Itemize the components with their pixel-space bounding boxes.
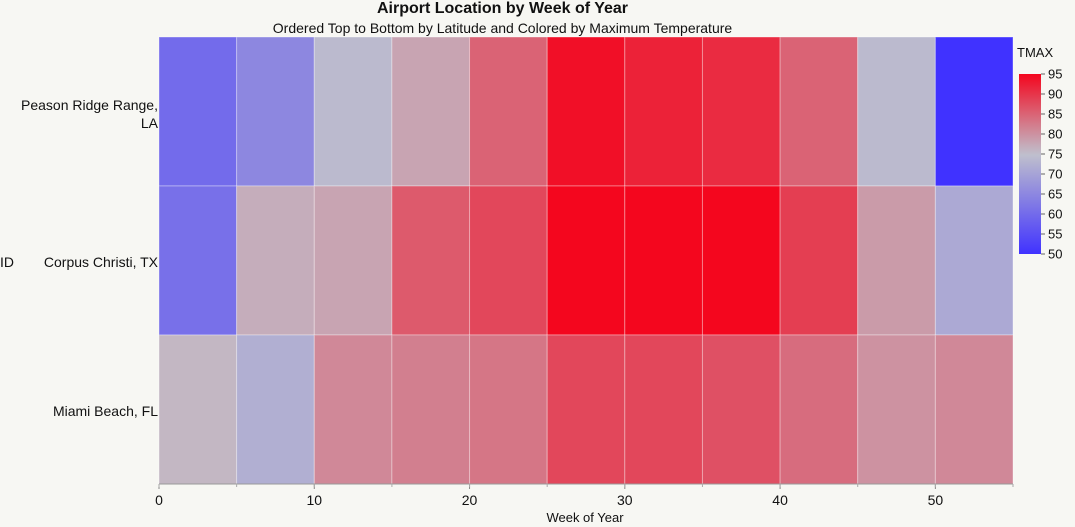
- heatmap-cell: [779, 185, 859, 336]
- legend-tick-label: 85: [1048, 106, 1063, 122]
- heatmap-cell: [546, 185, 626, 336]
- legend-tick-label: 70: [1048, 166, 1063, 182]
- heatmap-cell: [391, 185, 471, 336]
- row-label-corpus-christi: Corpus Christi, TX: [43, 254, 158, 270]
- heatmap-cell: [857, 185, 936, 336]
- x-tick-label: 0: [155, 492, 163, 508]
- x-tick-label: 50: [927, 492, 944, 508]
- heatmap-cell: [469, 185, 548, 336]
- heatmap-cell: [934, 36, 1014, 187]
- heatmap-cell: [236, 185, 315, 336]
- legend-color-bar: [1019, 74, 1041, 254]
- heatmap-cell: [313, 185, 393, 336]
- row-label-peason-ridge: Peason Ridge Range, LA: [21, 97, 158, 131]
- heatmap-cell: [391, 334, 471, 485]
- x-tick-label: 30: [617, 492, 633, 508]
- y-axis-label: ID: [0, 254, 14, 270]
- heatmap-cell: [779, 36, 859, 187]
- heatmap-cell: [313, 334, 393, 485]
- heatmap-cell: [158, 185, 238, 336]
- heatmap-cell: [391, 36, 471, 187]
- legend-tick-label: 95: [1048, 66, 1063, 82]
- heatmap-cell: [158, 36, 238, 187]
- heatmap-cell: [624, 334, 703, 485]
- legend-tick-label: 65: [1048, 186, 1063, 202]
- heatmap-cell: [934, 334, 1014, 485]
- heatmap-cell: [624, 36, 703, 187]
- legend-tick-label: 90: [1048, 86, 1063, 102]
- legend-title: TMAX: [1017, 45, 1054, 60]
- heatmap-cell: [779, 334, 859, 485]
- heatmap-cell: [624, 185, 703, 336]
- legend-tick-label: 55: [1048, 226, 1063, 242]
- x-tick-label: 40: [772, 492, 788, 508]
- heatmap-cell: [236, 334, 315, 485]
- legend-tick-label: 75: [1048, 146, 1063, 162]
- chart-title: Airport Location by Week of Year: [376, 0, 629, 17]
- heatmap-cell: [857, 36, 936, 187]
- x-axis-label: Week of Year: [546, 510, 624, 525]
- legend-tick-label: 60: [1048, 206, 1063, 222]
- legend-tick-label: 50: [1048, 246, 1063, 262]
- heatmap-cell: [701, 36, 781, 187]
- heatmap-cell: [934, 185, 1014, 336]
- chart-subtitle: Ordered Top to Bottom by Latitude and Co…: [272, 20, 733, 36]
- x-tick-label: 10: [306, 492, 323, 508]
- heatmap-cell: [313, 36, 393, 187]
- heatmap-cell: [701, 185, 781, 336]
- heatmap-cell: [469, 36, 548, 187]
- heatmap-cell: [857, 334, 936, 485]
- legend-tick-label: 80: [1048, 126, 1063, 142]
- heatmap-cell: [701, 334, 781, 485]
- heatmap-cell: [546, 36, 626, 187]
- row-label-miami-beach: Miami Beach, FL: [52, 403, 158, 419]
- x-tick-label: 20: [461, 492, 478, 508]
- heatmap-cell: [469, 334, 548, 485]
- heatmap-cell: [546, 334, 626, 485]
- heatmap-cell: [236, 36, 315, 187]
- heatmap-cell: [158, 334, 238, 485]
